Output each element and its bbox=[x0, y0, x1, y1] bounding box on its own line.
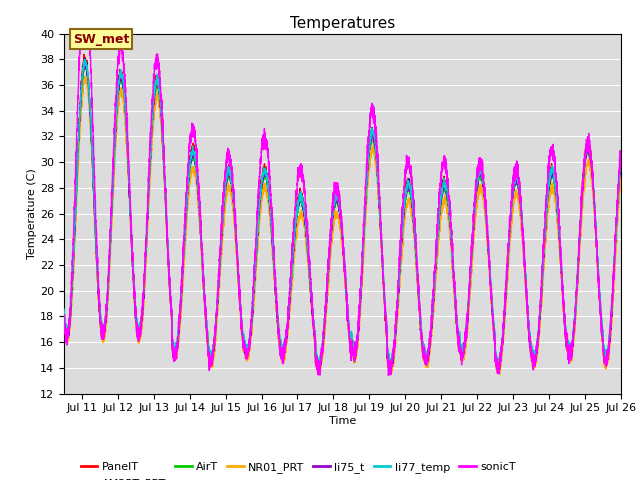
Title: Temperatures: Temperatures bbox=[290, 16, 395, 31]
Text: SW_met: SW_met bbox=[73, 33, 129, 46]
Y-axis label: Temperature (C): Temperature (C) bbox=[28, 168, 37, 259]
X-axis label: Time: Time bbox=[329, 416, 356, 426]
Legend: PanelT, AM25T_PRT, AirT, NR01_PRT, li75_t, li77_temp, sonicT: PanelT, AM25T_PRT, AirT, NR01_PRT, li75_… bbox=[81, 462, 516, 480]
